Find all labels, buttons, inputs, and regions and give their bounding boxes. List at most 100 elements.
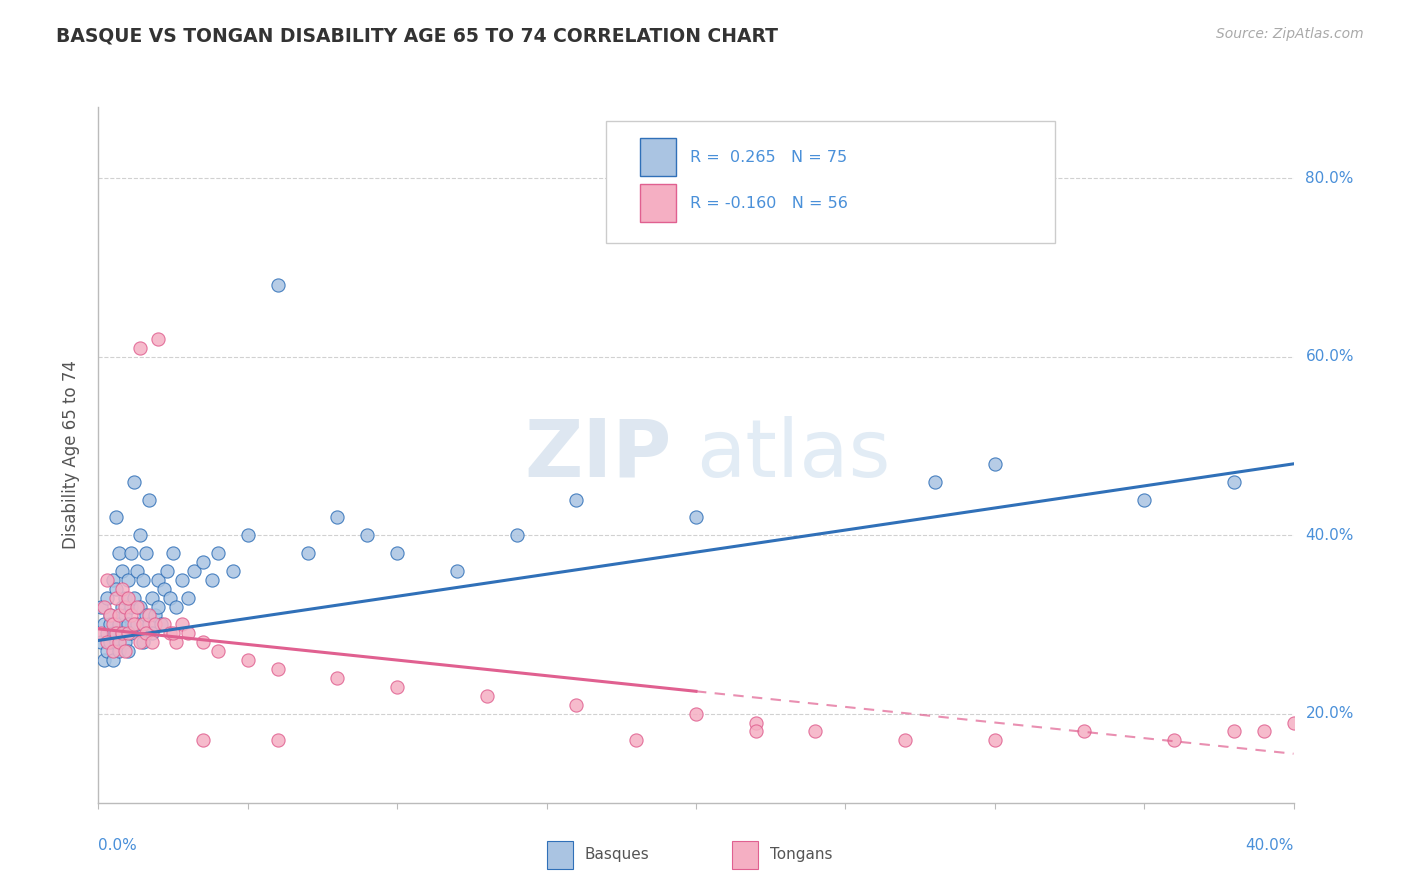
Point [108, 635, 131, 649]
Point [96, 573, 118, 587]
Point [111, 626, 134, 640]
Point [207, 644, 229, 658]
Point [138, 608, 160, 623]
Point [129, 528, 152, 542]
Point [96, 644, 118, 658]
Point [138, 617, 160, 632]
Point [894, 733, 917, 747]
Point [983, 733, 1005, 747]
Point [153, 582, 176, 596]
Point [236, 528, 259, 542]
Point [172, 573, 194, 587]
Point [103, 626, 125, 640]
Point [120, 546, 142, 560]
Point [120, 608, 142, 623]
Point [98, 635, 122, 649]
Point [165, 599, 187, 614]
Point [108, 644, 131, 658]
Point [143, 608, 166, 623]
Point [135, 626, 157, 640]
Text: 0.0%: 0.0% [98, 838, 138, 853]
Point [183, 564, 205, 578]
Point [138, 492, 160, 507]
Point [141, 635, 163, 649]
Point [105, 626, 128, 640]
Point [105, 510, 128, 524]
Point [90, 626, 112, 640]
Point [191, 733, 214, 747]
Point [148, 599, 170, 614]
Point [475, 689, 498, 703]
Point [117, 573, 139, 587]
Point [135, 546, 157, 560]
Point [267, 733, 290, 747]
Point [191, 555, 214, 569]
Point [129, 635, 152, 649]
Point [98, 617, 122, 632]
Point [685, 706, 707, 721]
Point [165, 635, 187, 649]
Point [222, 564, 245, 578]
Text: Source: ZipAtlas.com: Source: ZipAtlas.com [1216, 27, 1364, 41]
Point [804, 724, 827, 739]
Point [143, 617, 166, 632]
Point [132, 573, 155, 587]
Point [114, 608, 136, 623]
Point [93, 617, 115, 632]
Point [162, 626, 184, 640]
Point [103, 644, 125, 658]
Point [93, 599, 115, 614]
Point [236, 653, 259, 667]
Point [297, 546, 319, 560]
Point [156, 564, 179, 578]
Point [108, 617, 131, 632]
Point [127, 617, 149, 632]
Point [177, 591, 200, 605]
Text: Tongans: Tongans [770, 847, 832, 863]
FancyBboxPatch shape [606, 121, 1054, 243]
Point [446, 564, 468, 578]
Point [114, 635, 136, 649]
Point [132, 617, 155, 632]
FancyBboxPatch shape [640, 138, 676, 177]
Text: R =  0.265   N = 75: R = 0.265 N = 75 [690, 150, 848, 165]
Point [129, 341, 152, 355]
Point [685, 510, 707, 524]
Point [141, 591, 163, 605]
Point [120, 626, 142, 640]
FancyBboxPatch shape [547, 841, 572, 869]
Point [117, 617, 139, 632]
Point [132, 635, 155, 649]
Point [117, 644, 139, 658]
Point [98, 608, 122, 623]
Point [326, 510, 349, 524]
Point [1253, 724, 1275, 739]
Point [506, 528, 529, 542]
Point [1223, 475, 1246, 489]
Text: 80.0%: 80.0% [1305, 171, 1354, 186]
Text: atlas: atlas [696, 416, 890, 494]
Point [924, 475, 946, 489]
Point [326, 671, 349, 685]
Point [983, 457, 1005, 471]
Point [267, 662, 290, 676]
Point [141, 626, 163, 640]
Point [120, 599, 142, 614]
Point [103, 573, 125, 587]
Point [207, 546, 229, 560]
Text: Basques: Basques [585, 847, 650, 863]
Point [159, 591, 181, 605]
Text: R = -0.160   N = 56: R = -0.160 N = 56 [690, 195, 848, 211]
Point [114, 591, 136, 605]
Point [177, 626, 200, 640]
Point [159, 626, 181, 640]
Point [150, 617, 173, 632]
Text: 20.0%: 20.0% [1305, 706, 1354, 721]
Point [1282, 715, 1305, 730]
Point [117, 591, 139, 605]
Point [385, 546, 409, 560]
Text: 40.0%: 40.0% [1305, 528, 1354, 542]
Point [124, 591, 146, 605]
Point [96, 626, 118, 640]
Point [153, 617, 176, 632]
